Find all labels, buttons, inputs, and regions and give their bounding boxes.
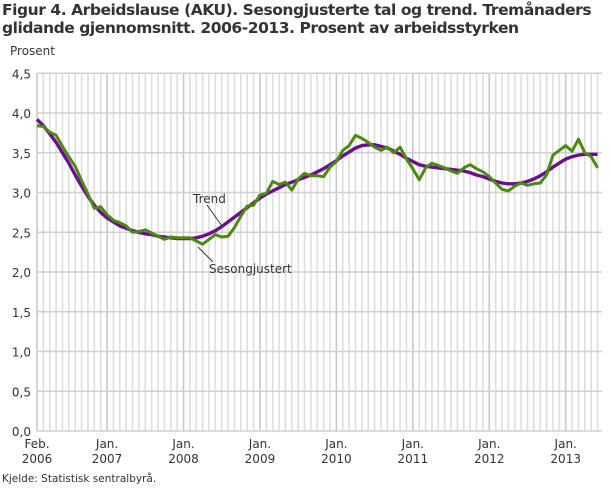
y-tick-label: 0,5 — [12, 385, 31, 399]
x-tick-label: 2013 — [550, 452, 581, 466]
y-tick-label: 2,5 — [12, 226, 31, 240]
x-tick-label: Jan. — [95, 437, 118, 451]
x-tick-label: 2009 — [245, 452, 276, 466]
x-tick-label: Jan. — [401, 437, 424, 451]
y-tick-label: 4,5 — [12, 67, 31, 81]
y-tick-label: 2,0 — [12, 266, 31, 280]
x-tick-label: Jan. — [324, 437, 347, 451]
y-axis-label: Prosent — [10, 44, 55, 58]
y-tick-label: 0,0 — [12, 425, 31, 439]
x-tick-label: 2010 — [321, 452, 352, 466]
y-tick-label: 3,5 — [12, 147, 31, 161]
x-tick-label: Jan. — [554, 437, 577, 451]
x-tick-label: 2011 — [398, 452, 429, 466]
seasonally-adjusted-line — [36, 124, 599, 246]
trend-leader-line — [206, 204, 223, 227]
x-tick-label: 2012 — [474, 452, 505, 466]
x-tick-label: 2007 — [92, 452, 123, 466]
y-tick-label: 4,0 — [12, 107, 31, 121]
x-tick-label: Feb. — [24, 437, 49, 451]
y-tick-label: 1,0 — [12, 346, 31, 360]
y-tick-label: 3,0 — [12, 187, 31, 201]
x-tick-label: 2006 — [22, 452, 53, 466]
trend-label: Trend — [192, 192, 226, 206]
sesongjustert-label: Sesongjustert — [209, 262, 292, 276]
x-tick-label: Jan. — [171, 437, 194, 451]
chart-title: Figur 4. Arbeidslause (AKU). Sesongjuste… — [2, 1, 592, 37]
y-tick-label: 1,5 — [12, 306, 31, 320]
x-tick-label: Jan. — [248, 437, 271, 451]
x-tick-label: 2008 — [168, 452, 199, 466]
sesongjustert-leader-line — [197, 246, 214, 263]
x-tick-label: Jan. — [477, 437, 500, 451]
source-note: Kjelde: Statistisk sentralbyrå. — [2, 473, 157, 485]
